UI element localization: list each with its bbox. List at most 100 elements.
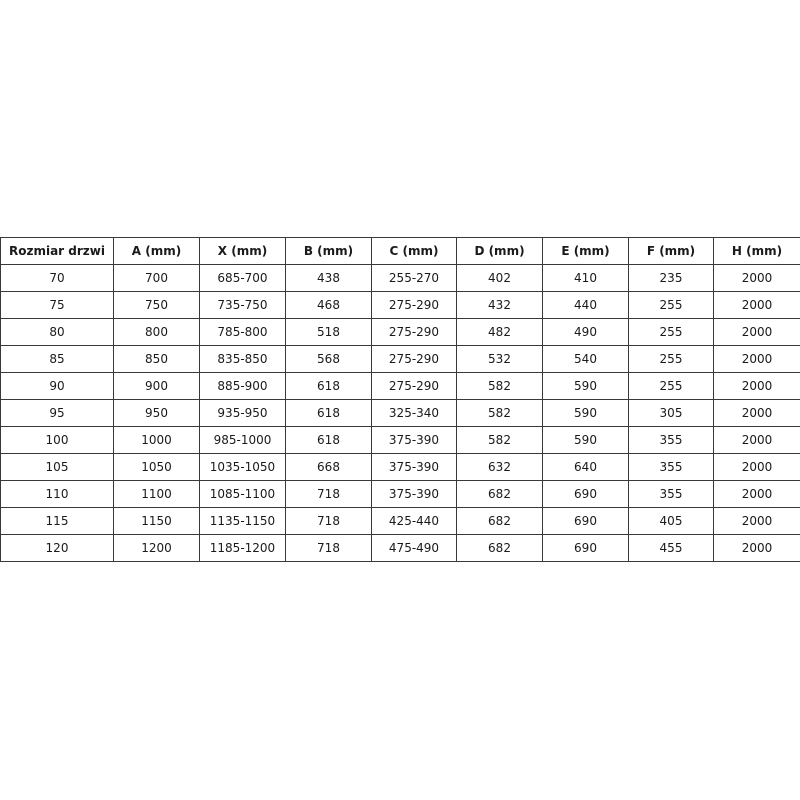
table-cell: 590	[542, 426, 629, 454]
table-cell: 885-900	[199, 372, 286, 400]
table-cell: 255	[628, 318, 714, 346]
table-cell: 275-290	[371, 291, 457, 319]
table-cell: 95	[0, 399, 114, 427]
table-cell: 2000	[713, 507, 800, 535]
column-header: H (mm)	[713, 237, 800, 265]
table-cell: 402	[456, 264, 543, 292]
table-row: 115 1150 1135-1150 718 425-440 682 690 405 2000	[0, 507, 800, 535]
table-cell: 482	[456, 318, 543, 346]
table-cell: 590	[542, 399, 629, 427]
table-cell: 255	[628, 291, 714, 319]
table-cell: 718	[285, 507, 372, 535]
table-cell: 2000	[713, 318, 800, 346]
table-row: 70 700 685-700 438 255-270 402 410 235 2000	[0, 264, 800, 292]
table-cell: 1085-1100	[199, 480, 286, 508]
table-row: 85 850 835-850 568 275-290 532 540 255 2000	[0, 345, 800, 373]
table-cell: 518	[285, 318, 372, 346]
table-cell: 75	[0, 291, 114, 319]
table-cell: 850	[113, 345, 200, 373]
table-cell: 468	[285, 291, 372, 319]
table-cell: 2000	[713, 480, 800, 508]
table-cell: 985-1000	[199, 426, 286, 454]
table-body: 70 700 685-700 438 255-270 402 410 235 2000 75 750…	[0, 264, 800, 562]
table-cell: 115	[0, 507, 114, 535]
table-cell: 718	[285, 534, 372, 562]
column-header: Rozmiar drzwi	[0, 237, 114, 265]
table-cell: 355	[628, 480, 714, 508]
column-header: B (mm)	[285, 237, 372, 265]
table-cell: 432	[456, 291, 543, 319]
table-row: 95 950 935-950 618 325-340 582 590 305 2000	[0, 399, 800, 427]
table-cell: 618	[285, 426, 372, 454]
table-row: 120 1200 1185-1200 718 475-490 682 690 455 2000	[0, 534, 800, 562]
table-cell: 2000	[713, 453, 800, 481]
table-cell: 375-390	[371, 426, 457, 454]
table-cell: 410	[542, 264, 629, 292]
table-row: 75 750 735-750 468 275-290 432 440 255 2000	[0, 291, 800, 319]
table-cell: 490	[542, 318, 629, 346]
table-cell: 375-390	[371, 453, 457, 481]
column-header: F (mm)	[628, 237, 714, 265]
table-cell: 2000	[713, 372, 800, 400]
table-cell: 255	[628, 345, 714, 373]
table-cell: 618	[285, 399, 372, 427]
table-cell: 275-290	[371, 345, 457, 373]
table-cell: 275-290	[371, 318, 457, 346]
table-cell: 1050	[113, 453, 200, 481]
table-cell: 80	[0, 318, 114, 346]
table-cell: 325-340	[371, 399, 457, 427]
table-cell: 785-800	[199, 318, 286, 346]
table-cell: 540	[542, 345, 629, 373]
table-cell: 105	[0, 453, 114, 481]
table-row: 80 800 785-800 518 275-290 482 490 255 2000	[0, 318, 800, 346]
table-cell: 120	[0, 534, 114, 562]
table-cell: 355	[628, 453, 714, 481]
table-cell: 355	[628, 426, 714, 454]
table-cell: 582	[456, 399, 543, 427]
table-cell: 632	[456, 453, 543, 481]
table-cell: 1150	[113, 507, 200, 535]
table-cell: 800	[113, 318, 200, 346]
table-cell: 1200	[113, 534, 200, 562]
table-cell: 1035-1050	[199, 453, 286, 481]
column-header: C (mm)	[371, 237, 457, 265]
table-cell: 2000	[713, 291, 800, 319]
table-cell: 455	[628, 534, 714, 562]
table-cell: 90	[0, 372, 114, 400]
table-cell: 532	[456, 345, 543, 373]
table-cell: 1135-1150	[199, 507, 286, 535]
table-cell: 405	[628, 507, 714, 535]
table-cell: 70	[0, 264, 114, 292]
table-cell: 690	[542, 534, 629, 562]
table-cell: 2000	[713, 345, 800, 373]
table-cell: 750	[113, 291, 200, 319]
table-cell: 475-490	[371, 534, 457, 562]
table-cell: 735-750	[199, 291, 286, 319]
table-cell: 235	[628, 264, 714, 292]
table-cell: 375-390	[371, 480, 457, 508]
column-header: E (mm)	[542, 237, 629, 265]
table-cell: 682	[456, 534, 543, 562]
door-size-table: Rozmiar drzwi A (mm) X (mm) B (mm) C (mm) D (…	[0, 237, 800, 562]
table-header-row: Rozmiar drzwi A (mm) X (mm) B (mm) C (mm) D (…	[0, 237, 800, 265]
column-header: D (mm)	[456, 237, 543, 265]
table-cell: 618	[285, 372, 372, 400]
table-row: 105 1050 1035-1050 668 375-390 632 640 355 2000	[0, 453, 800, 481]
table-cell: 568	[285, 345, 372, 373]
table-cell: 100	[0, 426, 114, 454]
table-cell: 640	[542, 453, 629, 481]
table-cell: 255	[628, 372, 714, 400]
table-row: 90 900 885-900 618 275-290 582 590 255 2000	[0, 372, 800, 400]
table-cell: 2000	[713, 399, 800, 427]
column-header: A (mm)	[113, 237, 200, 265]
table-cell: 682	[456, 507, 543, 535]
table-cell: 690	[542, 507, 629, 535]
table-cell: 582	[456, 372, 543, 400]
table-cell: 2000	[713, 534, 800, 562]
table-cell: 2000	[713, 426, 800, 454]
table-cell: 718	[285, 480, 372, 508]
table-row: 100 1000 985-1000 618 375-390 582 590 355 2000	[0, 426, 800, 454]
table-cell: 440	[542, 291, 629, 319]
table-cell: 950	[113, 399, 200, 427]
table-cell: 582	[456, 426, 543, 454]
